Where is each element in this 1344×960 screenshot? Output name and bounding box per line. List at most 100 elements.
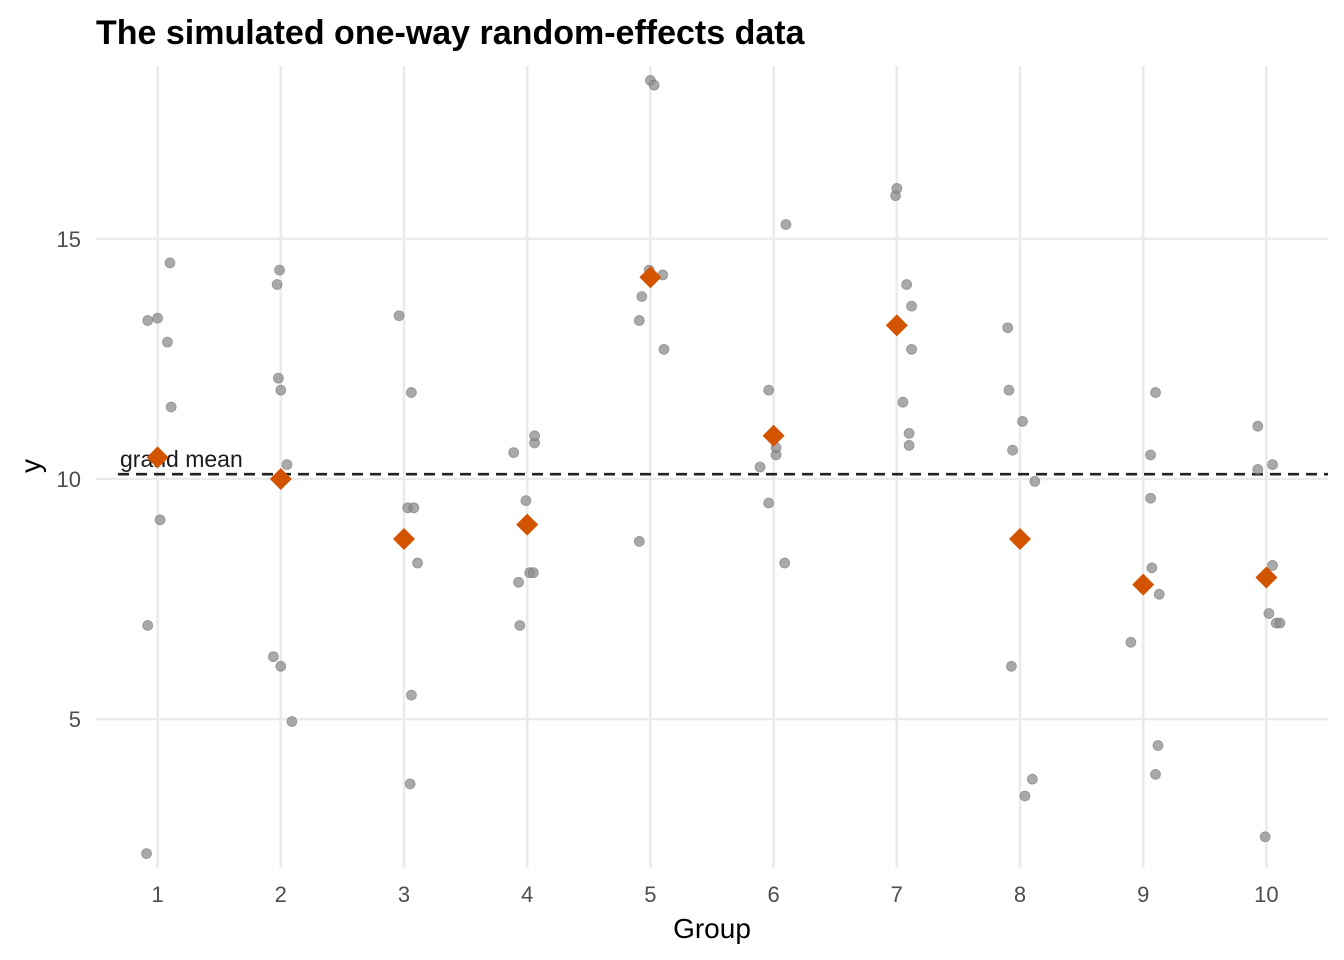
observation-point [754,461,766,473]
grand-mean-label: grand mean [120,446,243,472]
observation-point [1029,476,1041,487]
x-tick-label: 9 [1137,882,1149,907]
observation-point [1252,420,1264,432]
x-tick-label: 7 [891,882,903,907]
observation-point [152,312,164,324]
observation-point [1150,768,1161,780]
group-mean-marker [885,314,908,337]
observation-point [1263,608,1275,619]
group-mean-marker [762,424,785,447]
observation-point [272,372,284,384]
observation-point [1267,459,1278,470]
y-axis-title: y [15,459,46,473]
observation-point [1146,562,1158,574]
observation-point [636,291,648,302]
x-axis-title: Group [673,913,751,944]
group-mean-marker [1009,528,1031,551]
observation-point [1274,617,1286,629]
observation-point [508,447,520,458]
group-mean-markers [146,266,1278,596]
x-tick-label: 8 [1014,882,1026,907]
observation-point [275,660,287,672]
group-mean-marker [146,446,169,469]
observation-point [1019,790,1031,802]
observation-point [633,536,645,547]
group-mean-marker [393,528,415,551]
observation-point [1150,387,1161,398]
observation-point [393,310,405,322]
observation-point [404,778,416,790]
x-tick-label: 2 [275,882,287,907]
observation-point [405,387,417,398]
group-mean-marker [639,266,662,289]
x-tick-label: 5 [644,882,656,907]
observation-point [141,848,152,859]
observation-point [1252,464,1264,475]
observation-point [779,557,791,569]
observation-point [1005,660,1017,672]
grid [96,66,1328,868]
observation-point [286,716,298,727]
observation-point [633,315,645,326]
observation-point [529,430,540,442]
observation-point [513,576,524,588]
group-mean-marker [269,468,292,491]
observation-points [141,75,1286,859]
observation-point [648,79,660,91]
observation-point [897,396,909,408]
observation-point [1145,449,1156,461]
observation-point [903,439,915,451]
chart-title: The simulated one-way random-effects dat… [96,14,806,52]
group-mean-marker [1132,573,1155,596]
observation-point [1007,444,1019,456]
observation-point [154,514,166,526]
observation-point [903,427,915,439]
observation-point [906,300,917,312]
observation-point [514,620,526,631]
x-tick-label: 4 [521,882,533,907]
observation-point [1026,773,1038,785]
observation-point [142,315,154,326]
y-tick-label: 5 [69,707,81,732]
observation-point [408,502,420,514]
observation-point [274,264,285,276]
observation-point [165,401,177,413]
observation-point [281,459,293,470]
observation-point [164,257,176,269]
y-tick-label: 10 [57,467,81,492]
observation-point [891,183,903,194]
observation-point [901,279,913,290]
observation-point [527,567,539,579]
y-tick-label: 15 [57,227,81,252]
observation-point [763,384,775,396]
x-tick-label: 3 [398,882,410,907]
observation-point [142,620,154,631]
observation-point [1153,588,1165,600]
observation-point [1017,415,1028,427]
observation-point [1125,636,1137,648]
observation-point [271,279,283,290]
observation-point [658,343,670,355]
observation-point [763,497,775,509]
grand-mean-layer: grand mean [118,446,1328,476]
observation-point [1267,560,1278,571]
observation-point [780,219,792,230]
observation-point [1152,740,1164,751]
x-tick-label: 10 [1254,882,1278,907]
observation-point [268,651,279,663]
observation-point [1003,384,1015,396]
tick-labels: 1 2 3 4 5 6 7 8 9 10 5 10 15 [57,227,1279,907]
observation-point [162,336,173,348]
x-tick-label: 6 [767,882,779,907]
group-mean-marker [516,513,539,536]
observation-point [520,495,532,507]
group-mean-marker [1255,566,1278,589]
observation-point [1259,831,1271,843]
observation-point [906,343,917,355]
x-tick-label: 1 [151,882,163,907]
observation-point [412,557,423,569]
observation-point [1145,492,1156,504]
observation-point [405,689,417,701]
observation-point [1002,322,1014,334]
